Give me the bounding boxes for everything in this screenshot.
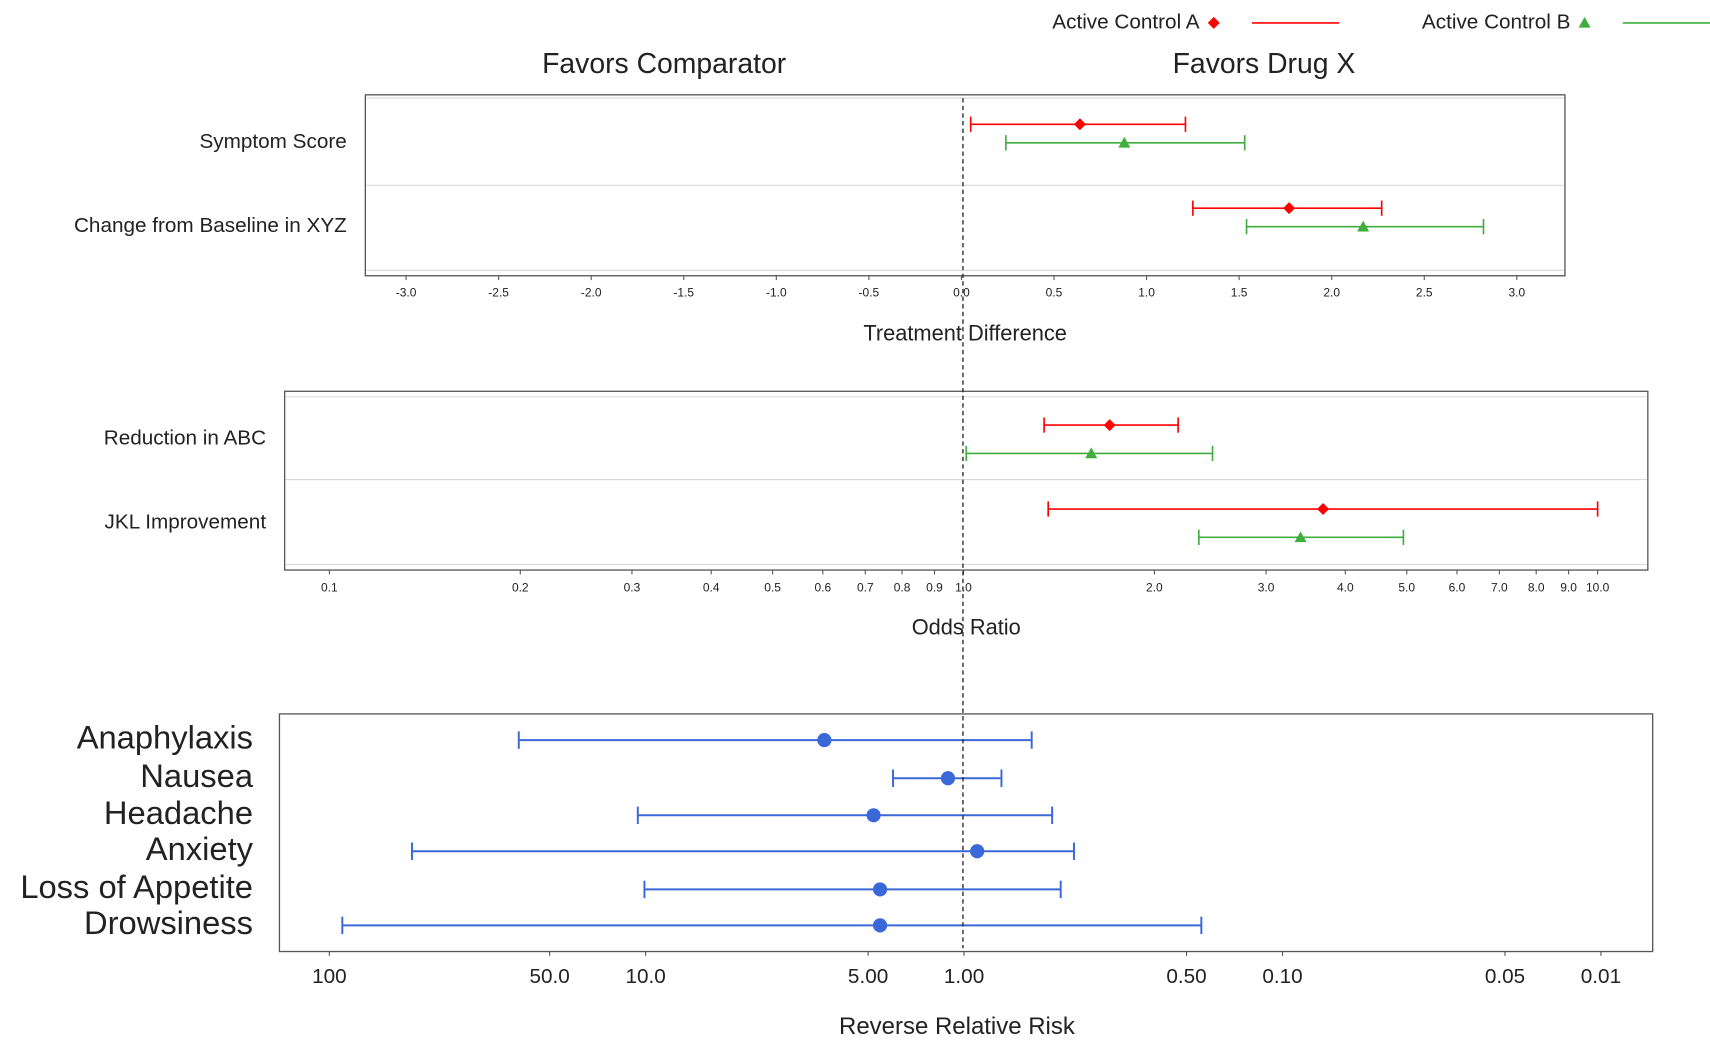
category-label: Symptom Score	[199, 130, 346, 153]
plot-frame	[278, 713, 1654, 953]
point-marker	[1118, 136, 1131, 148]
x-tick-label: 5.00	[848, 965, 888, 988]
x-tick-label: 8.0	[1528, 581, 1545, 595]
x-axis-label: Odds Ratio	[912, 615, 1021, 640]
x-tick-label: -1.5	[673, 285, 694, 299]
point-marker	[940, 771, 956, 786]
point-marker	[866, 808, 881, 823]
x-tick-label: -2.0	[581, 285, 602, 299]
x-tick-label: 0.8	[894, 581, 911, 595]
point-marker	[1357, 220, 1370, 232]
x-tick-label: 10.0	[1586, 581, 1610, 595]
category-label: Nausea	[140, 757, 254, 794]
x-tick-label: 1.5	[1231, 285, 1248, 299]
x-tick-label: 4.0	[1337, 581, 1354, 595]
point-marker	[872, 882, 888, 897]
category-label: Anxiety	[146, 830, 254, 867]
legend-label: Active Control A	[1052, 10, 1200, 33]
x-tick-label: -0.5	[859, 285, 880, 299]
legend-marker	[1207, 16, 1220, 29]
x-tick-label: 0.4	[703, 581, 720, 595]
x-tick-label: 0.7	[857, 581, 874, 595]
x-tick-label: 7.0	[1491, 581, 1508, 595]
point-marker	[1073, 118, 1086, 131]
x-tick-label: 0.05	[1485, 965, 1525, 988]
point-marker	[1317, 503, 1330, 516]
x-axis-label: Reverse Relative Risk	[839, 1013, 1076, 1040]
x-tick-label: 0.9	[926, 581, 943, 595]
x-tick-label: 0.0	[953, 285, 970, 299]
point-marker	[872, 918, 888, 933]
x-tick-label: 1.0	[1138, 285, 1155, 299]
x-tick-label: 0.50	[1166, 965, 1206, 988]
point-marker	[817, 732, 832, 748]
x-tick-label: 0.2	[512, 581, 529, 595]
x-tick-label: 10.0	[625, 965, 665, 988]
point-marker	[1085, 447, 1098, 459]
x-tick-label: 50.0	[529, 965, 569, 988]
category-label: Drowsiness	[84, 904, 253, 941]
x-tick-label: 0.5	[1046, 285, 1063, 299]
x-tick-label: -2.5	[488, 285, 509, 299]
x-tick-label: -3.0	[396, 285, 417, 299]
x-tick-label: 1.00	[944, 965, 984, 988]
x-axis-label: Treatment Difference	[863, 320, 1067, 345]
annotation: Favors Drug X	[1173, 48, 1356, 80]
x-tick-label: 5.0	[1398, 581, 1415, 595]
x-tick-label: 0.6	[814, 581, 831, 595]
category-label: Change from Baseline in XYZ	[74, 214, 347, 237]
x-tick-label: 3.0	[1508, 285, 1525, 299]
category-label: Headache	[104, 794, 253, 831]
x-tick-label: 0.1	[321, 581, 338, 595]
x-tick-label: 9.0	[1560, 581, 1577, 595]
category-label: JKL Improvement	[105, 511, 267, 534]
plot-frame	[364, 94, 1566, 277]
x-tick-label: 0.10	[1262, 965, 1302, 988]
x-tick-label: 3.0	[1258, 581, 1275, 595]
x-tick-label: 0.01	[1581, 965, 1621, 988]
x-tick-label: 2.0	[1323, 285, 1340, 299]
x-tick-label: 1.0	[955, 581, 972, 595]
x-tick-label: 6.0	[1449, 581, 1466, 595]
x-tick-label: 100	[312, 965, 347, 988]
x-tick-label: -1.0	[766, 285, 787, 299]
point-marker	[1103, 419, 1116, 432]
x-tick-label: 0.3	[624, 581, 641, 595]
legend-marker	[1578, 16, 1591, 28]
x-tick-label: 2.0	[1146, 581, 1163, 595]
plot-frame	[283, 390, 1649, 571]
x-tick-label: 0.5	[764, 581, 781, 595]
category-label: Loss of Appetite	[20, 868, 253, 905]
annotation: Favors Comparator	[542, 48, 786, 80]
point-marker	[1283, 202, 1296, 215]
category-label: Anaphylaxis	[77, 719, 253, 756]
point-marker	[970, 844, 985, 859]
category-label: Reduction in ABC	[104, 427, 266, 450]
point-marker	[1294, 531, 1307, 543]
x-tick-label: 2.5	[1416, 285, 1433, 299]
legend-label: Active Control B	[1422, 10, 1570, 33]
